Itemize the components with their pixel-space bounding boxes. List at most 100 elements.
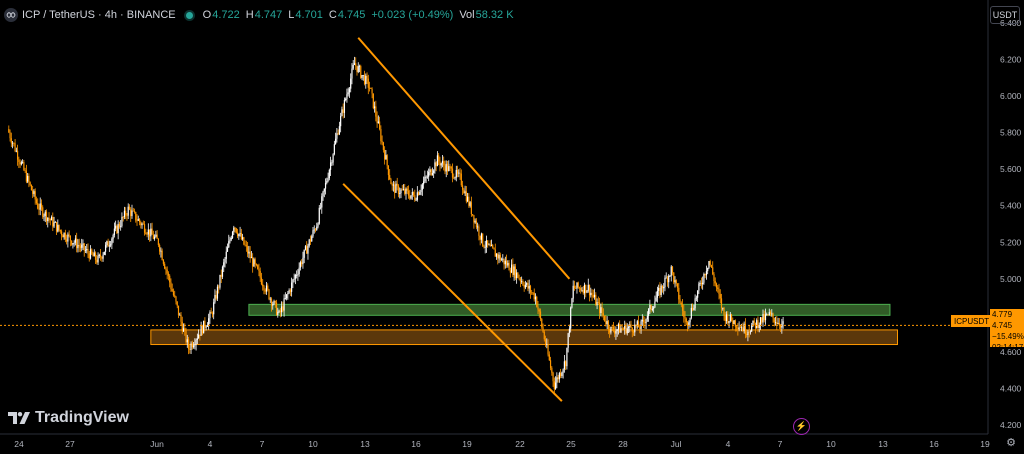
price-tick-label: 5.400 [1000, 201, 1022, 211]
candle-body [646, 315, 648, 320]
candle-body [595, 294, 597, 306]
candle-body [182, 328, 185, 332]
candle-body [258, 268, 260, 271]
candle-body [549, 360, 552, 368]
support-zone[interactable] [150, 329, 898, 346]
candle-body [316, 226, 318, 230]
candle-body [10, 138, 12, 144]
candle-body [531, 292, 533, 294]
candle-body [563, 361, 565, 370]
lightning-icon[interactable]: ⚡ [793, 418, 810, 435]
candle-body [610, 326, 612, 333]
time-axis[interactable]: 24 27 Jun 4 7 10 13 16 19 22 25 28 Jul 4 7 10 13 16 19 [14, 439, 990, 449]
candle-body [372, 93, 374, 109]
candle-body [430, 169, 432, 175]
candle-body [194, 344, 196, 346]
candle-body [615, 331, 617, 334]
candle-body [228, 241, 230, 248]
candle-body [424, 176, 426, 182]
candle-body [741, 327, 743, 329]
candle-body [751, 325, 753, 332]
candle-body [360, 66, 362, 78]
currency-button[interactable]: USDT [990, 6, 1020, 24]
candle-body [405, 188, 407, 194]
candle-body [539, 311, 542, 319]
candle-body [37, 203, 39, 209]
candle-body [171, 289, 173, 292]
candle-body [746, 333, 748, 335]
candle-body [749, 331, 752, 333]
candle-body [192, 345, 195, 348]
candle-body [387, 165, 390, 176]
candle-body [213, 302, 215, 315]
price-axis[interactable]: 6.4006.2006.0005.8005.6005.4005.2005.000… [1000, 18, 1022, 430]
candle-body [734, 320, 736, 327]
candle-body [771, 313, 773, 315]
candle-body [553, 381, 555, 389]
candle-body [753, 320, 755, 323]
candle-body [126, 215, 128, 217]
candle-body [718, 288, 720, 295]
candle-body [719, 294, 721, 299]
candle-body [445, 163, 447, 172]
candle-body [118, 223, 121, 227]
resistance-zone[interactable] [248, 303, 891, 316]
symbol-title[interactable]: ICP / TetherUS · 4h · BINANCE [22, 9, 176, 21]
candle-body [463, 189, 465, 194]
candle-body [448, 166, 450, 171]
candle-body [510, 264, 513, 273]
tradingview-mark-icon [8, 412, 30, 424]
high-value: 4.747 [254, 9, 283, 21]
symbol-header[interactable]: ICP / TetherUS · 4h · BINANCE O 4.722 H 4.… [4, 6, 514, 24]
candle-body [16, 150, 19, 160]
candle-body [497, 253, 499, 259]
price-tick-label: 4.600 [1000, 347, 1022, 357]
candle-body [656, 290, 659, 298]
candle-body [55, 222, 58, 232]
candle-body [98, 254, 100, 257]
candle-body [363, 75, 366, 85]
candle-body [343, 99, 346, 113]
candle-body [674, 280, 676, 283]
candle-body [141, 223, 143, 226]
candle-body [537, 306, 539, 310]
volume-value: 58.32 K [475, 9, 514, 21]
candle-body [532, 292, 534, 294]
candle-body [611, 326, 613, 328]
candle-body [329, 162, 332, 170]
candle-body [634, 324, 636, 333]
candle-body [181, 321, 183, 332]
candle-body [582, 290, 584, 294]
candle-body [24, 170, 26, 171]
channel-lower-line[interactable] [342, 183, 563, 402]
candle-body [140, 222, 142, 226]
candle-body [575, 288, 577, 289]
candle-body [514, 266, 516, 279]
candle-body [322, 191, 324, 197]
candle-body [630, 324, 632, 328]
candle-body [649, 304, 651, 310]
candle-body [365, 75, 367, 85]
candle-body [307, 245, 309, 254]
candle-body [565, 361, 567, 367]
gear-icon[interactable]: ⚙ [1006, 437, 1016, 449]
channel-upper-line[interactable] [357, 37, 571, 280]
candle-body [473, 215, 475, 223]
candle-body [606, 321, 608, 325]
candle-body [664, 277, 666, 288]
candle-body [585, 284, 587, 293]
change-value: +0.023 (+0.49%) [371, 9, 454, 21]
candle-body [245, 245, 247, 247]
candle-body [743, 323, 745, 332]
price-tick-label: 5.000 [1000, 274, 1022, 284]
candle-body [412, 191, 415, 196]
candle-body [180, 314, 182, 322]
candle-body [450, 166, 452, 169]
candle-body [742, 327, 744, 332]
candle-body [226, 247, 229, 252]
candle-body [269, 298, 271, 300]
candle-body [561, 372, 563, 377]
candle-body [401, 189, 403, 191]
candle-body [632, 331, 635, 333]
